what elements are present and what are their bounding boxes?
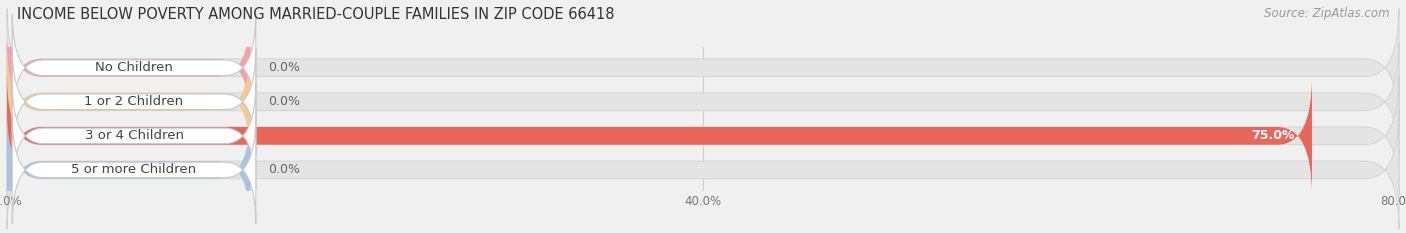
FancyBboxPatch shape xyxy=(7,77,1399,195)
Text: No Children: No Children xyxy=(96,61,173,74)
FancyBboxPatch shape xyxy=(7,8,250,127)
FancyBboxPatch shape xyxy=(7,77,1312,195)
Text: 0.0%: 0.0% xyxy=(269,95,299,108)
Text: Source: ZipAtlas.com: Source: ZipAtlas.com xyxy=(1264,7,1389,20)
FancyBboxPatch shape xyxy=(13,82,256,189)
Text: 5 or more Children: 5 or more Children xyxy=(72,163,197,176)
Text: 0.0%: 0.0% xyxy=(269,61,299,74)
FancyBboxPatch shape xyxy=(13,48,256,155)
FancyBboxPatch shape xyxy=(7,111,250,229)
FancyBboxPatch shape xyxy=(7,8,1399,127)
Text: 75.0%: 75.0% xyxy=(1251,129,1295,142)
FancyBboxPatch shape xyxy=(7,42,250,161)
Text: 1 or 2 Children: 1 or 2 Children xyxy=(84,95,184,108)
Text: 3 or 4 Children: 3 or 4 Children xyxy=(84,129,184,142)
Text: 0.0%: 0.0% xyxy=(269,163,299,176)
FancyBboxPatch shape xyxy=(7,42,1399,161)
FancyBboxPatch shape xyxy=(13,14,256,121)
Text: INCOME BELOW POVERTY AMONG MARRIED-COUPLE FAMILIES IN ZIP CODE 66418: INCOME BELOW POVERTY AMONG MARRIED-COUPL… xyxy=(17,7,614,22)
FancyBboxPatch shape xyxy=(13,116,256,223)
FancyBboxPatch shape xyxy=(7,111,1399,229)
